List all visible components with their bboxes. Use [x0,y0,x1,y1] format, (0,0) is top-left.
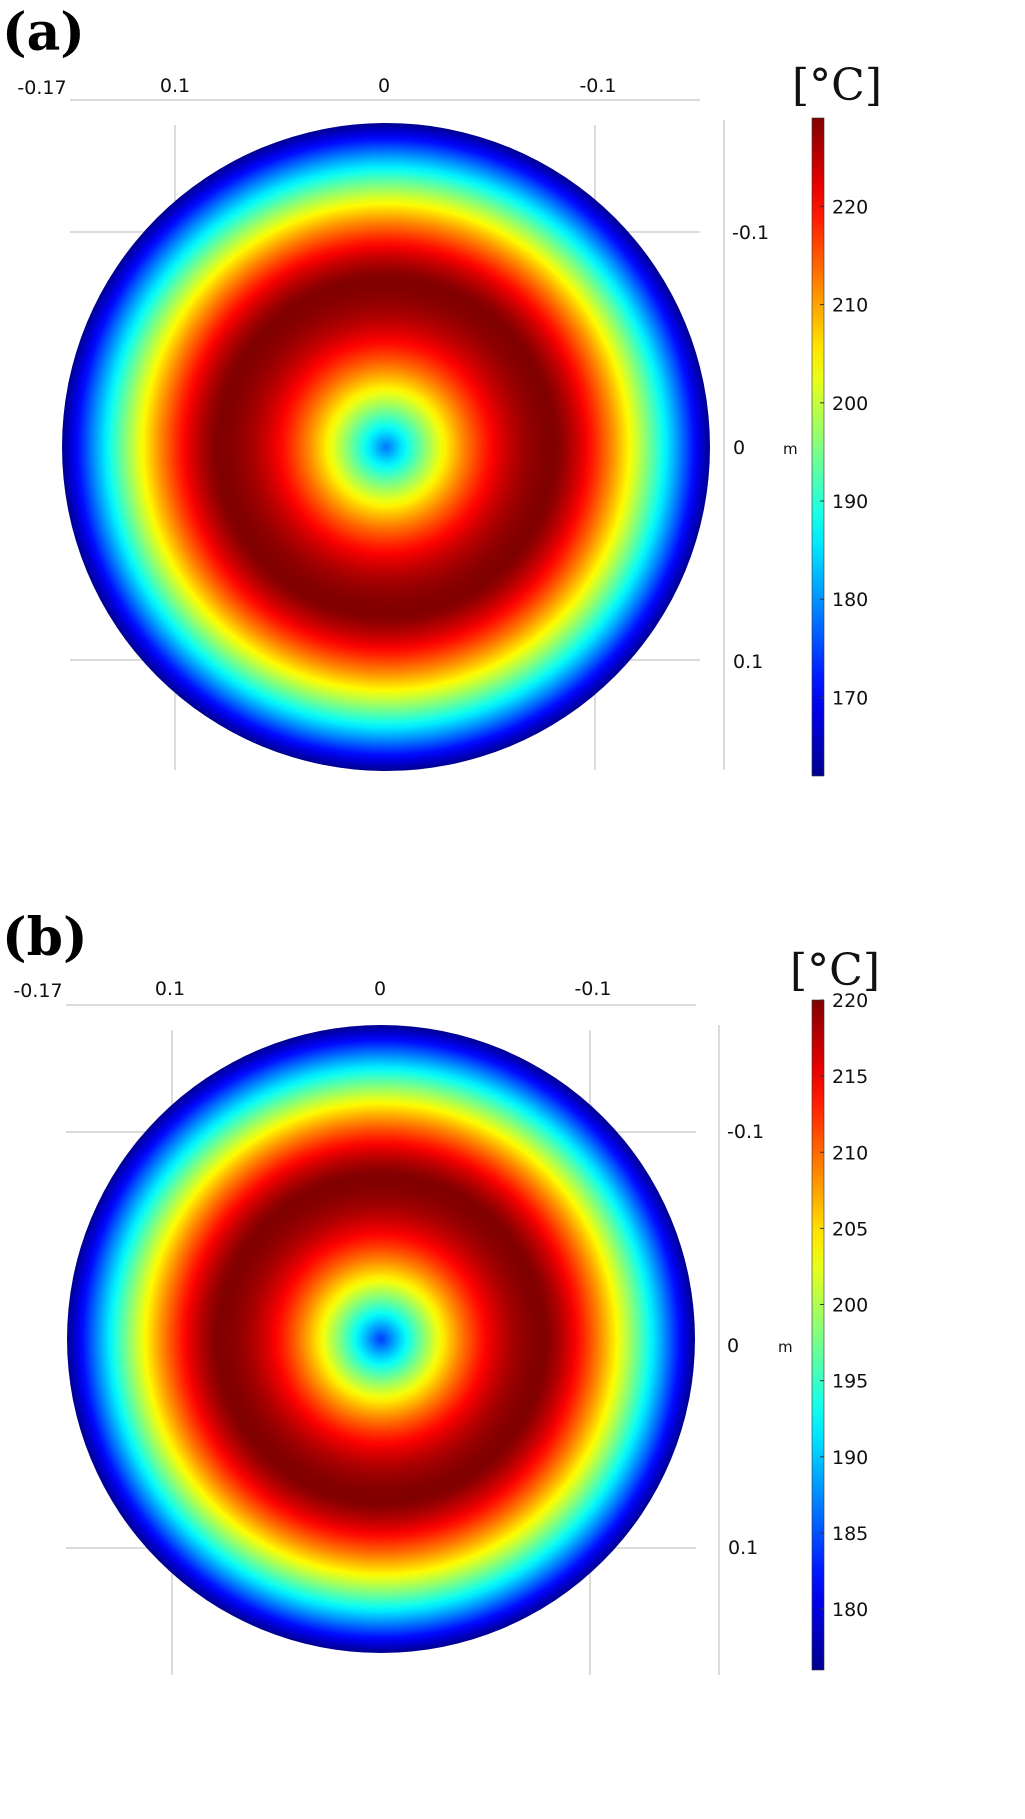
x-tick-label: 0.1 [160,75,190,97]
y-tick-label: 0 [727,1335,739,1357]
panel-b: (b) -0.17 0.1 0 -0.1 -0.1 0 0.1 m [°C] [0,905,1025,1815]
colorbar-tick-label: 170 [832,687,868,709]
colorbar-ticks-a: 220 210 200 190 180 170 [820,196,868,709]
x-tick-label: 0.1 [155,978,185,1000]
temperature-disk [67,1025,695,1653]
colorbar-tick-label: 210 [832,1142,868,1164]
x-tick-labels-a: -0.17 0.1 0 -0.1 [17,75,616,99]
y-tick-label: 0 [733,437,745,459]
x-tick-labels-b: -0.17 0.1 0 -0.1 [13,978,611,1002]
colorbar-tick-label: 205 [832,1218,868,1240]
colorbar-tick-label: 200 [832,1295,868,1317]
colorbar-tick-label: 215 [832,1066,868,1088]
temperature-disk [62,123,710,771]
colorbar [811,999,825,1671]
y-axis-unit: m [778,1338,793,1356]
colorbar-tick-label: 200 [832,393,868,415]
colorbar-tick-label: 180 [832,589,868,611]
panel-label: (a) [2,2,85,63]
temperature-map-a: -0.17 0.1 0 -0.1 -0.1 0 0.1 m [°C] 220 21… [17,60,882,777]
colorbar-ticks-b: 220 215 210 205 200 195 190 185 180 [820,990,868,1621]
colorbar-tick-label: 210 [832,295,868,317]
y-tick-labels-b: -0.1 0 0.1 m [727,1121,793,1559]
x-tick-label: -0.17 [17,77,66,99]
y-tick-label: 0.1 [733,651,763,673]
temperature-map-b: -0.17 0.1 0 -0.1 -0.1 0 0.1 m [°C] 220 21… [13,945,880,1675]
panel-label: (b) [2,907,88,968]
x-tick-label: 0 [374,978,386,1000]
x-tick-label: -0.1 [574,978,611,1000]
colorbar-tick-label: 220 [832,196,868,218]
x-tick-label: 0 [378,75,390,97]
colorbar-tick-label: 185 [832,1523,868,1545]
colorbar-unit: [°C] [790,945,880,996]
y-tick-label: -0.1 [727,1121,764,1143]
colorbar-tick-label: 220 [832,990,868,1012]
colorbar-tick-label: 195 [832,1371,868,1393]
y-tick-label: 0.1 [728,1537,758,1559]
colorbar-tick-label: 190 [832,491,868,513]
colorbar-unit: [°C] [792,60,882,111]
x-tick-label: -0.1 [579,75,616,97]
panel-a: (a) -0.17 0.1 0 -0.1 -0.1 0 0.1 m [°C] [2,2,882,777]
y-tick-labels-a: -0.1 0 0.1 m [732,222,798,673]
colorbar [811,117,825,777]
x-tick-label: -0.17 [13,980,62,1002]
colorbar-tick-label: 180 [832,1599,868,1621]
colorbar-tick-label: 190 [832,1447,868,1469]
panel-b-content: -0.17 0.1 0 -0.1 -0.1 0 0.1 m [°C] 220 21… [13,945,880,1675]
y-axis-unit: m [783,440,798,458]
y-tick-label: -0.1 [732,222,769,244]
